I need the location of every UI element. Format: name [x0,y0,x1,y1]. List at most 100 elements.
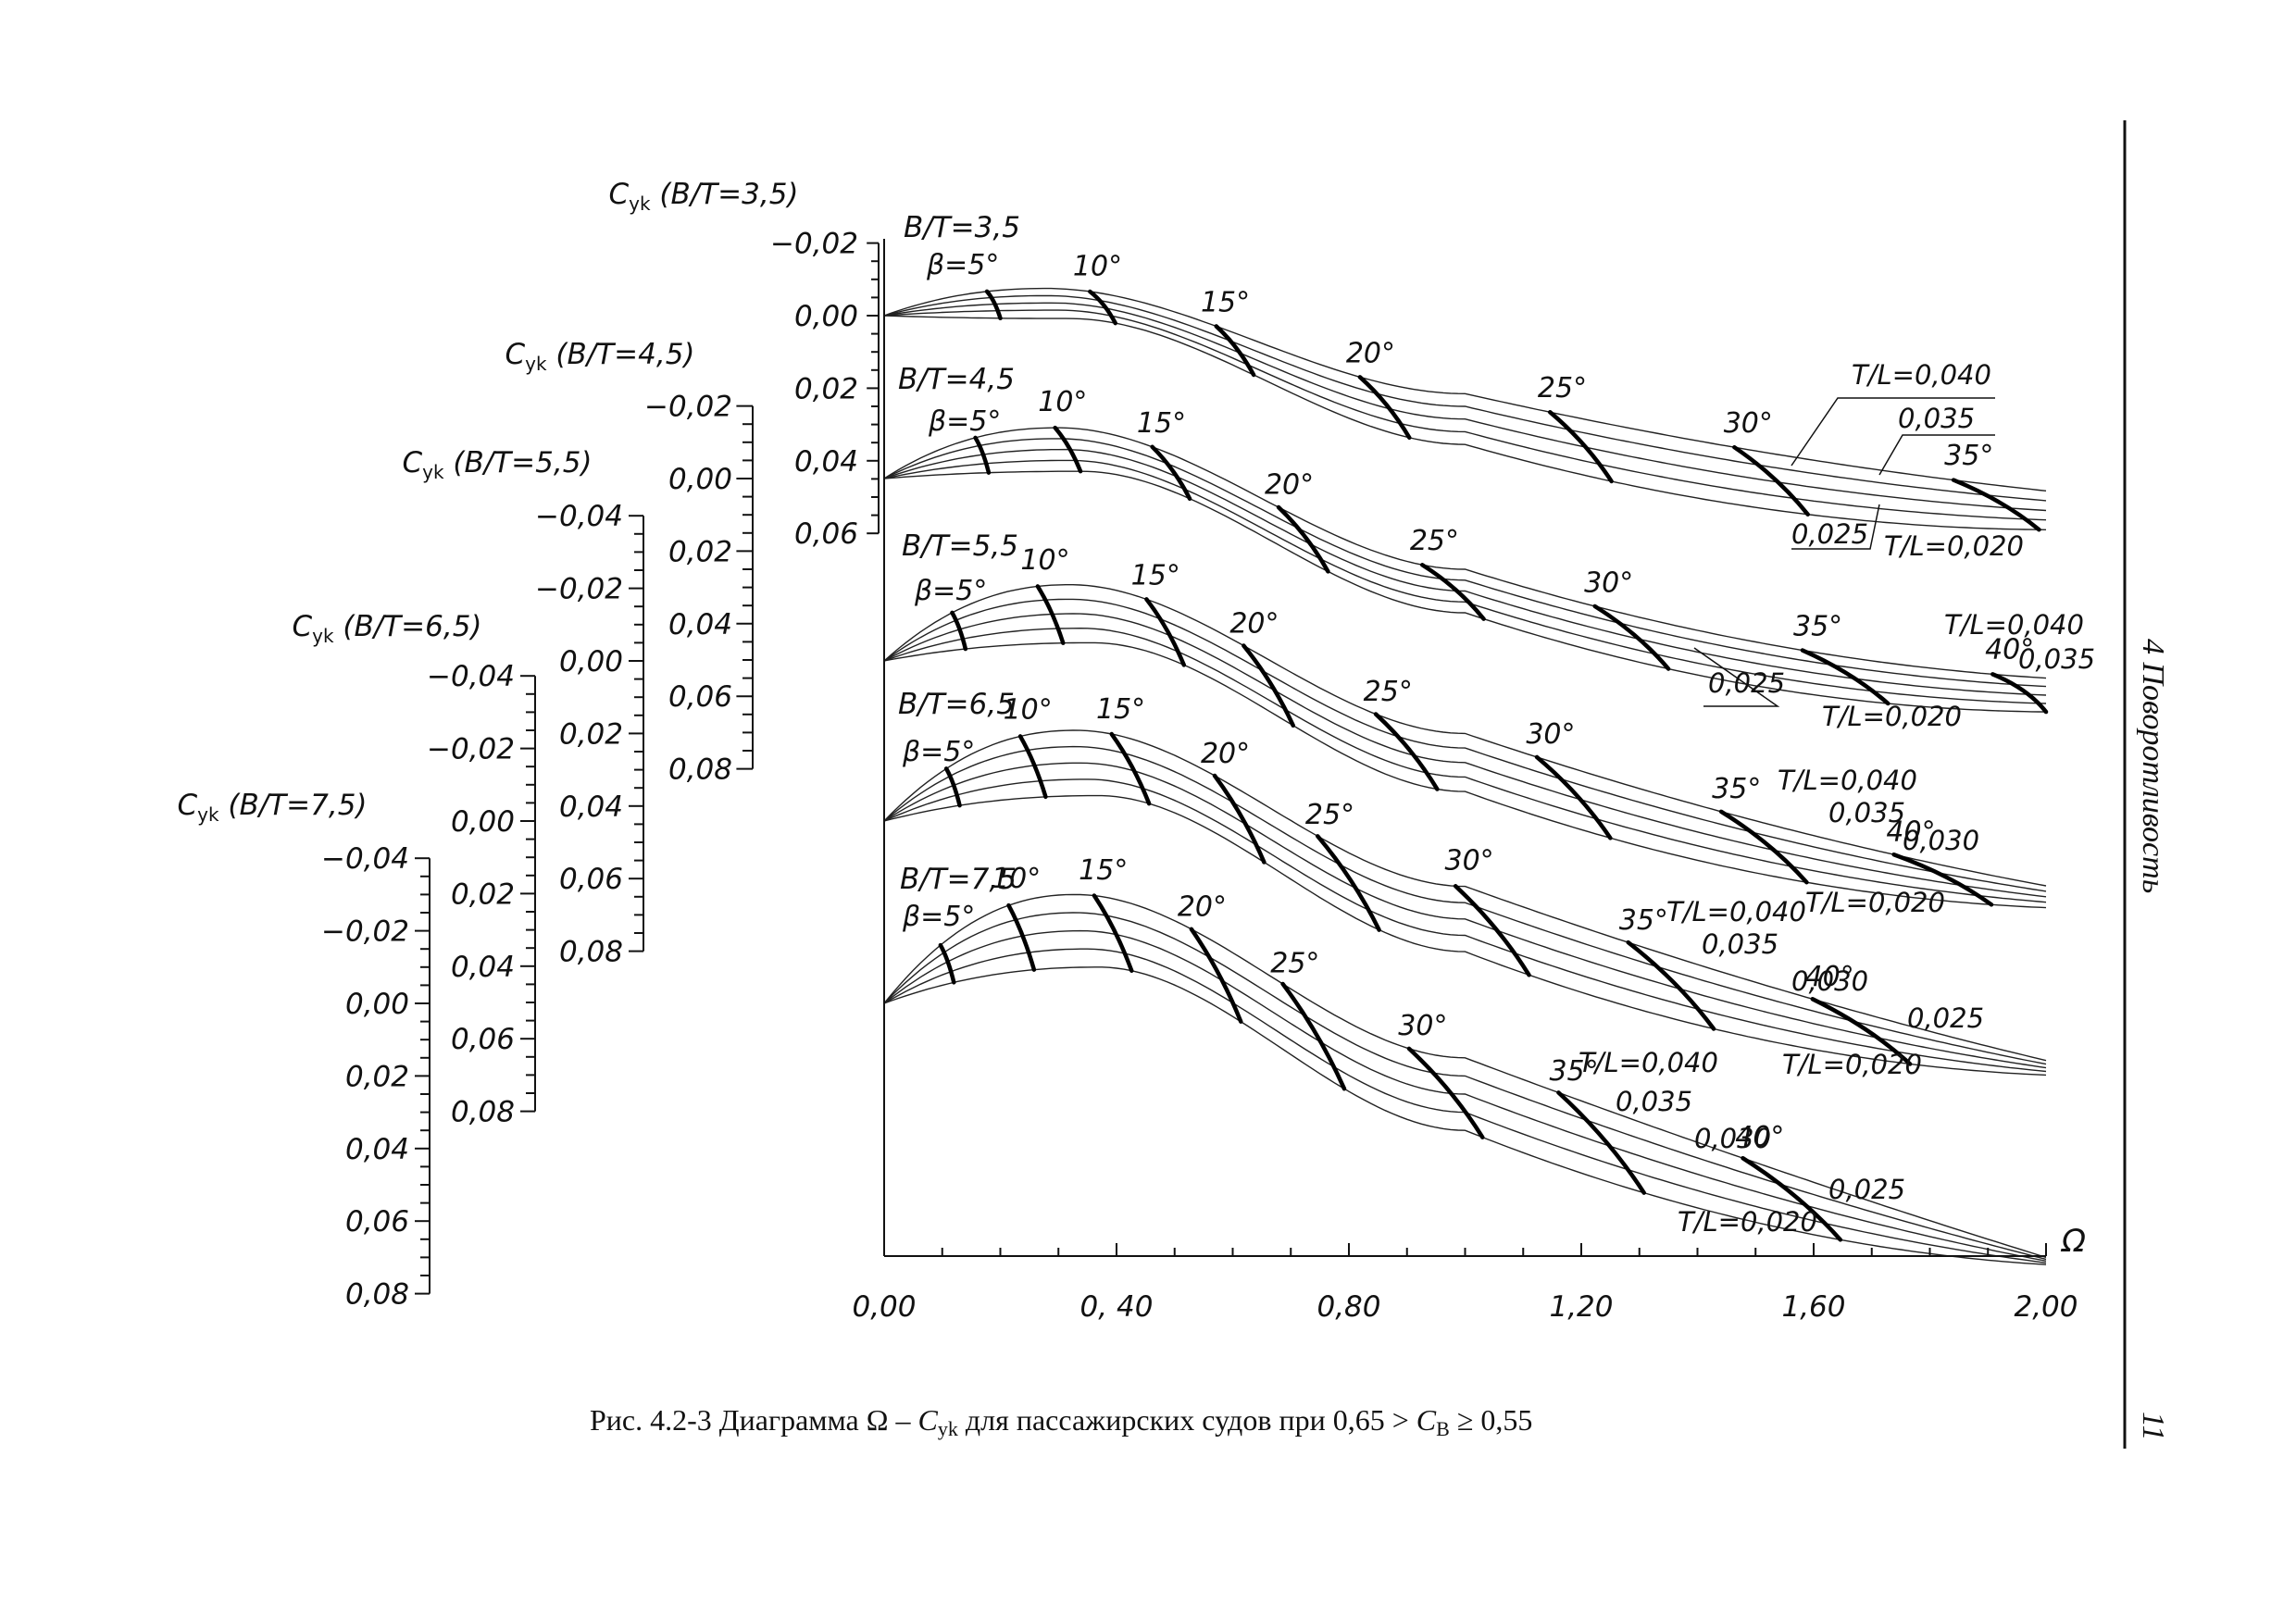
series-curve [883,729,2047,1062]
y-tick-label: −0,02 [427,733,515,766]
y-tick-label: 0,06 [559,863,623,896]
beta-label: β=5° [902,901,975,933]
beta-mark [943,766,962,808]
beta-label: 35° [1944,440,1993,472]
y-tick-label: 0,04 [559,790,623,824]
beta-mark [1276,504,1330,574]
x-tick-label: 1,20 [1549,1290,1613,1324]
series-curve [883,302,2047,512]
y-tick-label: 0,06 [668,680,732,714]
beta-mark [1214,324,1256,378]
chart-axes: 0,00 0, 40 0,80 1,20 1,60 2,00 −0,02 0,00 0,02 0,… [321,228,2078,1324]
beta-mark [1810,997,1913,1066]
series-curve [883,584,2047,887]
tl-label: 0,035 [2018,643,2095,675]
y-tick-label: 0,04 [794,445,858,479]
tl-label: 0,035 [1828,797,1905,828]
beta-mark [1144,597,1187,667]
y-tick-label: 0,00 [794,300,858,333]
x-axis-label: Ω [2060,1223,2086,1260]
y-tick-label: 0,04 [451,951,515,984]
beta-label: 25° [1364,676,1413,708]
beta-label: 15° [1131,559,1180,591]
x-tick-label: 0,80 [1316,1290,1380,1324]
beta-label: 20° [1265,469,1314,502]
beta-mark [1547,410,1614,484]
y-tick-label: 0,04 [668,608,732,641]
series-curve [883,613,2047,898]
beta-label: 25° [1270,947,1319,979]
tl-leader [1791,397,1995,467]
tl-label: 0,030 [1694,1123,1771,1154]
beta-label: 25° [1305,799,1354,831]
beta-mark [1951,478,2041,532]
x-tick-label: 0,00 [852,1290,916,1324]
beta-mark [1626,940,1716,1031]
beta-mark [1150,444,1192,501]
beta-mark [1017,734,1048,800]
beta-label: 20° [1201,738,1250,770]
y-tick-label: 0,02 [559,717,623,751]
y-tick-label: 0,00 [668,463,732,496]
series-curve [883,309,2047,521]
y-tick-label: 0,08 [668,753,732,787]
y-tick-label: −0,02 [321,915,409,949]
beta-label: 15° [1137,407,1186,440]
beta-label: 30° [1584,567,1633,600]
beta-mark [1741,1155,1843,1242]
beta-mark [1556,1090,1647,1195]
caption-b-var: C [1416,1403,1437,1437]
tl-label: T/L=0,040 [1578,1047,1718,1078]
beta-mark [950,610,968,652]
y-tick-label: 0,02 [794,372,858,405]
series-curve [883,893,2047,1259]
beta-mark [1357,375,1412,441]
beta-mark [1035,584,1066,645]
tl-leader [1791,504,1880,550]
beta-label: 35° [1549,1055,1598,1088]
series-curve [883,912,2047,1261]
y-tick-label: −0,02 [644,391,732,424]
caption-b-sub: B [1436,1417,1450,1440]
tl-label: 0,035 [1616,1086,1692,1117]
beta-label: 40° [1886,815,1935,848]
series-curve [883,459,2047,704]
caption-c-var: C [918,1403,939,1437]
beta-mark [1592,604,1671,671]
beta-mark [1800,648,1890,706]
beta-mark [1109,731,1152,806]
tl-label: 0,025 [1708,667,1785,699]
group-label: B/T=6,5 [898,688,1015,721]
beta-mark [1534,754,1613,840]
beta-mark [1891,852,1994,907]
y-tick-label: 0,08 [345,1278,409,1312]
beta-label: 30° [1526,718,1575,751]
beta-mark [1990,672,2049,715]
beta-mark [1732,444,1810,517]
beta-mark [1242,643,1296,728]
tl-label: 0,025 [1828,1174,1905,1205]
beta-mark [1189,927,1243,1024]
x-tick-label: 0, 40 [1080,1290,1154,1324]
y-tick-label: −0,02 [535,573,623,606]
tl-label: T/L=0,020 [1678,1206,1817,1238]
beta-mark [1092,893,1134,973]
beta-label: 15° [1079,854,1128,887]
beta-mark [1419,563,1486,621]
series-curve [883,948,2047,1263]
series-curve [883,427,2047,679]
beta-label: 25° [1410,525,1459,557]
beta-label: 40° [1735,1121,1784,1153]
y-axis-title: Cyk (B/T=3,5) [608,178,798,215]
tl-label: T/L=0,020 [1822,701,1962,732]
beta-mark [1280,981,1347,1091]
chart-curves [883,287,2047,1265]
caption-mid: для пассажирских судов при 0,65 > [958,1403,1416,1437]
y-axis-title: Cyk (B/T=5,5) [402,446,592,483]
beta-label: 30° [1398,1010,1447,1042]
beta-mark [938,942,956,985]
y-tick-label: 0,08 [559,936,623,969]
beta-mark [984,289,1003,321]
beta-label: 10° [1004,694,1053,727]
series-curve [883,287,2047,492]
